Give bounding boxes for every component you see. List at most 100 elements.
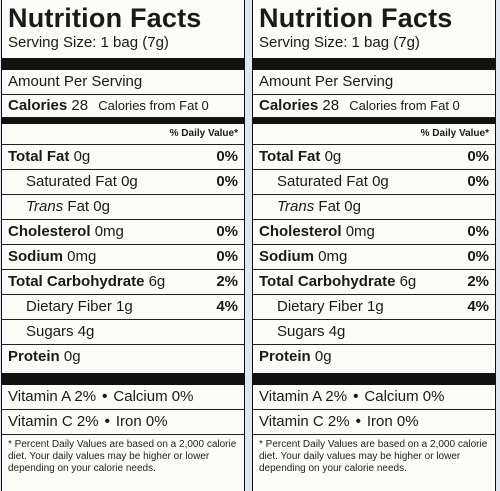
nutrient-pct: 0% bbox=[216, 223, 238, 240]
vitamin-c: Vitamin C 2% bbox=[8, 413, 99, 430]
nutrient-amount: 0g bbox=[63, 348, 81, 365]
nutrient-row-dietary-fiber: Dietary Fiber 1g 4% bbox=[253, 295, 495, 320]
nutrient-name: Cholesterol bbox=[259, 223, 342, 240]
nutrient-row-sodium: Sodium 0mg 0% bbox=[2, 245, 244, 270]
nutrient-row-protein: Protein 0g bbox=[2, 345, 244, 369]
nutrient-name: Protein bbox=[8, 348, 60, 365]
divider bbox=[253, 94, 495, 95]
calcium: Calcium 0% bbox=[113, 388, 194, 405]
vitamin-row: Vitamin A 2% • Calcium 0% bbox=[2, 385, 244, 410]
footnote: * Percent Daily Values are based on a 2,… bbox=[8, 439, 238, 475]
bullet-icon: • bbox=[102, 388, 108, 405]
nutrient-amount: 4g bbox=[77, 323, 95, 340]
vitamin-c: Vitamin C 2% bbox=[259, 413, 350, 430]
nutrient-amount: 0mg bbox=[318, 248, 348, 265]
vitamin-a: Vitamin A 2% bbox=[8, 388, 97, 405]
nutrient-pct: 0% bbox=[467, 248, 489, 265]
nutrient-name: Saturated Fat bbox=[277, 173, 368, 190]
nutrient-row-total-carbohydrate: Total Carbohydrate 6g 2% bbox=[253, 270, 495, 295]
thick-divider bbox=[253, 373, 495, 385]
nutrient-amount: 0mg bbox=[94, 223, 124, 240]
nutrient-pct: 2% bbox=[467, 273, 489, 290]
nutrient-name: Dietary Fiber bbox=[277, 298, 363, 315]
nutrient-pct: 4% bbox=[467, 298, 489, 315]
nutrition-label-left: Nutrition Facts Serving Size: 1 bag (7g)… bbox=[1, 0, 245, 491]
nutrient-amount: 0g bbox=[314, 348, 332, 365]
bullet-icon: • bbox=[104, 413, 110, 430]
thick-divider bbox=[253, 58, 495, 70]
nutrient-amount: 4g bbox=[328, 323, 346, 340]
nutrient-name: Saturated Fat bbox=[26, 173, 117, 190]
vitamin-row: Vitamin A 2% • Calcium 0% bbox=[253, 385, 495, 410]
calcium: Calcium 0% bbox=[364, 388, 445, 405]
medium-divider bbox=[253, 118, 495, 124]
daily-value-header: % Daily Value* bbox=[253, 124, 495, 145]
daily-value-header: % Daily Value* bbox=[2, 124, 244, 145]
nutrient-amount: 0g bbox=[372, 173, 389, 190]
nutrient-row-trans-fat: Trans Fat 0g bbox=[2, 195, 244, 220]
footnote: * Percent Daily Values are based on a 2,… bbox=[259, 439, 489, 475]
amount-per-serving: Amount Per Serving bbox=[8, 73, 143, 90]
calories-from-fat: Calories from Fat 0 bbox=[98, 98, 209, 113]
calories-row: Calories 28 Calories from Fat 0 bbox=[253, 95, 495, 118]
iron: Iron 0% bbox=[366, 413, 419, 430]
calories-label: Calories bbox=[8, 97, 68, 114]
nutrient-name: Sugars bbox=[26, 323, 74, 340]
amount-per-serving: Amount Per Serving bbox=[259, 73, 394, 90]
nutrition-label-right: Nutrition Facts Serving Size: 1 bag (7g)… bbox=[252, 0, 496, 491]
calories-value: 28 bbox=[71, 97, 89, 114]
nutrient-amount: 6g bbox=[148, 273, 166, 290]
nutrient-name: Cholesterol bbox=[8, 223, 91, 240]
nutrient-row-cholesterol: Cholesterol 0mg 0% bbox=[2, 220, 244, 245]
nutrient-pct: 4% bbox=[216, 298, 238, 315]
nutrient-amount: 0g bbox=[324, 148, 342, 165]
nutrient-amount: 0mg bbox=[345, 223, 375, 240]
nutrient-pct: 0% bbox=[216, 248, 238, 265]
bullet-icon: • bbox=[353, 388, 359, 405]
nutrient-row-saturated-fat: Saturated Fat 0g 0% bbox=[2, 170, 244, 195]
serving-size: Serving Size: 1 bag (7g) bbox=[8, 34, 169, 51]
nutrient-name: Protein bbox=[259, 348, 311, 365]
nutrient-name: Trans bbox=[277, 198, 315, 215]
nutrient-row-total-fat: Total Fat 0g 0% bbox=[2, 145, 244, 170]
nutrient-row-sodium: Sodium 0mg 0% bbox=[253, 245, 495, 270]
bullet-icon: • bbox=[355, 413, 361, 430]
nutrient-name: Total Fat bbox=[8, 148, 70, 165]
nutrient-row-saturated-fat: Saturated Fat 0g 0% bbox=[253, 170, 495, 195]
nutrient-pct: 0% bbox=[467, 223, 489, 240]
nutrient-name: Total Carbohydrate bbox=[259, 273, 396, 290]
vitamin-row: Vitamin C 2% • Iron 0% bbox=[253, 410, 495, 435]
footnote-text: * Percent Daily Values are based on a 2,… bbox=[259, 439, 488, 474]
medium-divider bbox=[2, 118, 244, 124]
serving-size: Serving Size: 1 bag (7g) bbox=[259, 34, 420, 51]
nutrient-row-total-carbohydrate: Total Carbohydrate 6g 2% bbox=[2, 270, 244, 295]
nutrient-row-dietary-fiber: Dietary Fiber 1g 4% bbox=[2, 295, 244, 320]
iron: Iron 0% bbox=[115, 413, 168, 430]
nutrient-row-trans-fat: Trans Fat 0g bbox=[253, 195, 495, 220]
nutrient-amount: 1g bbox=[367, 298, 384, 315]
nutrient-amount: Fat 0g bbox=[67, 198, 110, 215]
nutrient-name: Sodium bbox=[259, 248, 314, 265]
nutrient-pct: 0% bbox=[467, 148, 489, 165]
nutrient-amount: 0mg bbox=[67, 248, 97, 265]
nutrient-amount: 6g bbox=[399, 273, 417, 290]
nutrient-row-sugars: Sugars 4g bbox=[253, 320, 495, 345]
nutrient-row-sugars: Sugars 4g bbox=[2, 320, 244, 345]
calories-label: Calories bbox=[259, 97, 319, 114]
calories-from-fat: Calories from Fat 0 bbox=[349, 98, 460, 113]
vitamin-row: Vitamin C 2% • Iron 0% bbox=[2, 410, 244, 435]
nutrient-pct: 0% bbox=[216, 148, 238, 165]
nutrient-name: Sugars bbox=[277, 323, 325, 340]
nutrient-pct: 0% bbox=[216, 173, 238, 190]
nutrient-pct: 0% bbox=[467, 173, 489, 190]
nutrient-name: Dietary Fiber bbox=[26, 298, 112, 315]
divider bbox=[2, 94, 244, 95]
thick-divider bbox=[2, 373, 244, 385]
nutrient-amount: 0g bbox=[73, 148, 91, 165]
nutrient-amount: 0g bbox=[121, 173, 138, 190]
nutrient-amount: Fat 0g bbox=[318, 198, 361, 215]
vitamin-a: Vitamin A 2% bbox=[259, 388, 348, 405]
nutrient-row-cholesterol: Cholesterol 0mg 0% bbox=[253, 220, 495, 245]
footnote-text: * Percent Daily Values are based on a 2,… bbox=[8, 439, 237, 474]
